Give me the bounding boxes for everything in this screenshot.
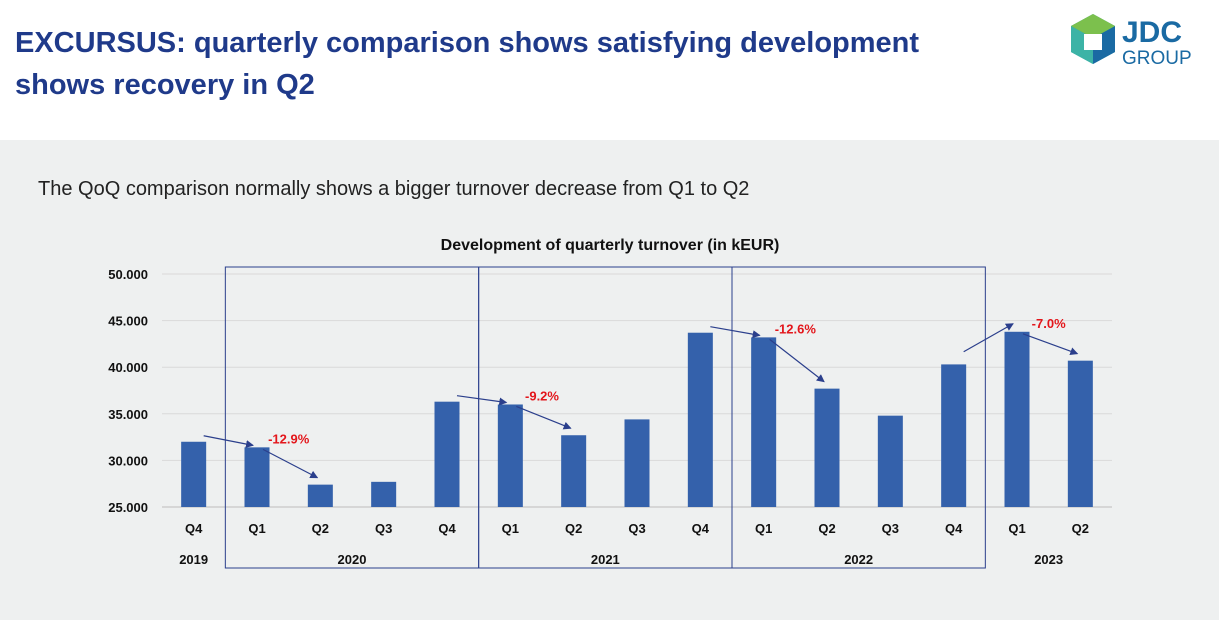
change-annotation: -12.6%	[775, 321, 817, 336]
x-tick-label: Q2	[1072, 521, 1089, 536]
x-tick-label: Q4	[438, 521, 456, 536]
x-tick-label: Q2	[565, 521, 582, 536]
year-label: 2020	[338, 552, 367, 567]
x-tick-label: Q2	[312, 521, 329, 536]
chart-intro-text: The QoQ comparison normally shows a bigg…	[38, 178, 750, 200]
y-tick-label: 30.000	[108, 453, 148, 468]
decline-arrow	[262, 448, 319, 479]
y-tick-label: 25.000	[108, 500, 148, 515]
x-tick-label: Q4	[692, 521, 710, 536]
trend-arrow	[710, 326, 761, 339]
year-label: 2019	[179, 552, 208, 567]
bar	[434, 401, 460, 507]
y-tick-label: 45.000	[108, 314, 148, 329]
x-tick-label: Q3	[882, 521, 899, 536]
year-label: 2023	[1034, 552, 1063, 567]
bar	[624, 419, 650, 507]
decline-arrow	[769, 338, 825, 383]
bar	[371, 481, 397, 507]
page-title: EXCURSUS: quarterly comparison shows sat…	[15, 22, 1015, 106]
year-frame	[731, 266, 986, 569]
year-frames	[224, 266, 986, 569]
x-tick-label: Q1	[1008, 521, 1025, 536]
year-label: 2022	[844, 552, 873, 567]
x-tick-label: Q4	[185, 521, 203, 536]
change-annotation: -7.0%	[1032, 316, 1066, 331]
x-tick-label: Q2	[818, 521, 835, 536]
trend-arrow	[963, 323, 1014, 353]
change-annotation: -12.9%	[268, 431, 310, 446]
change-annotation: -9.2%	[525, 388, 559, 403]
logo-text-main: JDC	[1122, 16, 1182, 49]
decline-arrow	[1022, 333, 1079, 356]
bar	[687, 332, 713, 507]
decline-arrow	[516, 405, 572, 430]
bars	[181, 331, 1093, 507]
trend-arrow	[203, 435, 254, 448]
x-tick-label: Q4	[945, 521, 963, 536]
y-tick-label: 35.000	[108, 407, 148, 422]
bar	[561, 435, 587, 507]
chart-title: Development of quarterly turnover (in kE…	[441, 237, 780, 254]
cube-icon	[1071, 14, 1115, 64]
axis-labels: 25.000 30.000 35.000 40.000 45.000 50.000 Q4 Q1…	[108, 267, 1089, 567]
year-label: 2021	[591, 552, 620, 567]
x-tick-label: Q3	[628, 521, 645, 536]
x-tick-label: Q1	[502, 521, 519, 536]
bar	[307, 484, 333, 507]
bar	[497, 404, 523, 507]
bar	[181, 441, 207, 507]
y-tick-label: 50.000	[108, 267, 148, 282]
logo-text-sub: GROUP	[1122, 48, 1192, 69]
bar	[877, 415, 903, 507]
title-line-1: EXCURSUS: quarterly comparison shows sat…	[15, 27, 920, 59]
bar	[1067, 360, 1093, 507]
jdc-group-logo: JDC GROUP	[1071, 14, 1192, 69]
bar	[751, 337, 777, 507]
bar	[244, 447, 270, 507]
x-tick-label: Q1	[755, 521, 772, 536]
bar	[1004, 331, 1030, 507]
bar	[941, 364, 967, 507]
x-tick-label: Q3	[375, 521, 392, 536]
trend-arrow	[456, 395, 508, 406]
title-line-2: shows recovery in Q2	[15, 69, 315, 101]
x-tick-label: Q1	[248, 521, 265, 536]
y-tick-label: 40.000	[108, 360, 148, 375]
arrows: -12.9% -9.2% -12.6% -7.0%	[203, 316, 1079, 479]
bar	[814, 388, 840, 507]
